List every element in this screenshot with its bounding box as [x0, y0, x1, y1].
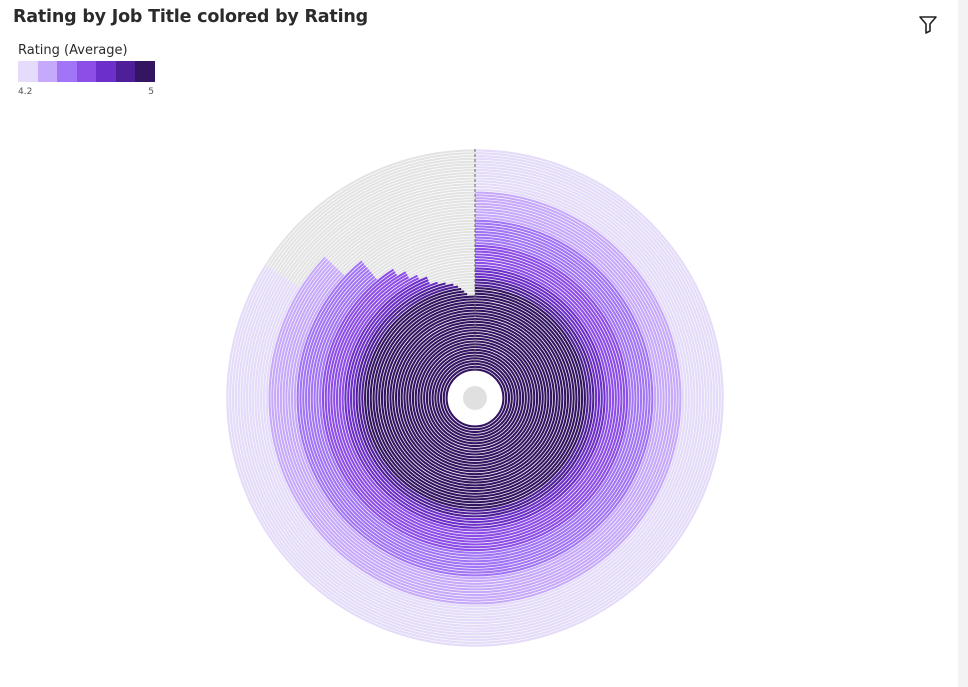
- radial-bar[interactable]: [246, 169, 704, 627]
- radial-bar[interactable]: [310, 233, 640, 563]
- center-dot: [463, 386, 487, 410]
- legend-swatches: [18, 61, 155, 82]
- legend-swatch: [76, 61, 96, 82]
- radial-bar[interactable]: [442, 365, 508, 431]
- radial-bar[interactable]: [232, 154, 718, 642]
- radial-bar[interactable]: [293, 216, 657, 580]
- radial-bar[interactable]: [271, 194, 679, 602]
- radial-bar[interactable]: [291, 213, 659, 583]
- radial-bar[interactable]: [257, 180, 693, 616]
- radial-bar[interactable]: [279, 202, 671, 594]
- radial-bar[interactable]: [355, 278, 595, 518]
- radial-bar[interactable]: [366, 289, 584, 507]
- radial-bar[interactable]: [282, 205, 668, 591]
- radial-bar[interactable]: [333, 256, 617, 540]
- radial-bar[interactable]: [423, 346, 527, 450]
- radial-bar[interactable]: [439, 362, 511, 434]
- radial-bar[interactable]: [226, 149, 724, 647]
- radial-bar[interactable]: [237, 160, 713, 636]
- legend-swatch: [115, 61, 135, 82]
- radial-bar[interactable]: [414, 337, 536, 459]
- color-legend: Rating (Average) 4.2 5: [18, 43, 155, 99]
- radial-bar[interactable]: [352, 275, 598, 521]
- legend-swatch: [57, 61, 77, 82]
- radial-bar[interactable]: [265, 188, 685, 608]
- legend-max-label: 5: [148, 87, 154, 97]
- radial-bar[interactable]: [240, 163, 710, 633]
- radial-bar[interactable]: [380, 303, 570, 493]
- radial-bar[interactable]: [383, 306, 567, 490]
- radial-bar[interactable]: [248, 171, 702, 625]
- radial-bar[interactable]: [276, 199, 674, 596]
- chart-title: Rating by Job Title colored by Rating: [13, 7, 368, 27]
- legend-min-label: 4.2: [18, 87, 33, 97]
- radial-bar[interactable]: [260, 183, 690, 613]
- radial-bar[interactable]: [445, 368, 505, 428]
- legend-ticks: 4.2 5: [18, 87, 154, 99]
- radial-bar[interactable]: [302, 225, 648, 571]
- filter-button[interactable]: [917, 14, 939, 36]
- radial-bar[interactable]: [406, 329, 544, 467]
- radial-bar[interactable]: [397, 320, 553, 476]
- radial-bar[interactable]: [417, 340, 533, 456]
- radial-bar[interactable]: [324, 247, 626, 549]
- radial-bar[interactable]: [434, 357, 516, 439]
- radial-bar[interactable]: [234, 157, 716, 639]
- radial-bar[interactable]: [296, 219, 654, 577]
- radial-bar[interactable]: [254, 177, 696, 619]
- radial-bar[interactable]: [375, 298, 575, 498]
- radial-bar[interactable]: [305, 228, 645, 568]
- radial-bar[interactable]: [349, 272, 601, 524]
- radial-bar[interactable]: [319, 242, 631, 554]
- radial-bar[interactable]: [389, 312, 561, 484]
- radial-bar[interactable]: [394, 317, 556, 479]
- radial-bar[interactable]: [420, 343, 530, 453]
- radial-bar[interactable]: [378, 301, 572, 495]
- legend-title: Rating (Average): [18, 43, 128, 58]
- radial-bar[interactable]: [403, 326, 547, 470]
- radial-bar[interactable]: [243, 166, 707, 630]
- radial-bar[interactable]: [274, 197, 676, 599]
- vertical-scrollbar[interactable]: [958, 0, 968, 687]
- radial-bar[interactable]: [262, 185, 688, 611]
- legend-swatch: [96, 61, 116, 82]
- radial-bar[interactable]: [391, 315, 559, 481]
- radial-bar[interactable]: [330, 253, 620, 543]
- radial-bar[interactable]: [229, 152, 721, 644]
- legend-swatch: [37, 61, 57, 82]
- radial-bar[interactable]: [285, 208, 665, 588]
- radial-bar[interactable]: [313, 236, 637, 560]
- radial-bar[interactable]: [372, 295, 578, 501]
- radial-bar[interactable]: [369, 292, 581, 504]
- radial-bar[interactable]: [341, 264, 609, 532]
- radial-bar[interactable]: [364, 287, 586, 509]
- radial-bar[interactable]: [411, 334, 539, 462]
- radial-bar[interactable]: [428, 351, 522, 445]
- radial-bar[interactable]: [335, 258, 615, 537]
- legend-swatch: [18, 61, 38, 82]
- radial-bar[interactable]: [347, 270, 603, 526]
- radial-bar[interactable]: [307, 230, 643, 566]
- filter-icon: [919, 16, 937, 34]
- radial-bar[interactable]: [358, 281, 592, 515]
- radial-bar[interactable]: [251, 174, 699, 622]
- radial-bar[interactable]: [431, 354, 519, 442]
- radial-bar[interactable]: [437, 360, 513, 436]
- radial-bar[interactable]: [400, 323, 550, 473]
- radial-bar[interactable]: [321, 244, 629, 552]
- radial-bar[interactable]: [316, 239, 634, 557]
- radial-bar[interactable]: [344, 267, 606, 529]
- radial-bar[interactable]: [361, 284, 589, 512]
- radial-bar[interactable]: [338, 261, 612, 535]
- radial-bar[interactable]: [288, 211, 662, 585]
- radial-bar[interactable]: [409, 332, 541, 464]
- legend-swatch: [135, 61, 155, 82]
- radial-bar[interactable]: [425, 348, 525, 448]
- radial-bar[interactable]: [327, 250, 623, 546]
- radial-bar[interactable]: [386, 309, 564, 487]
- radial-bar[interactable]: [299, 222, 651, 574]
- radial-bar[interactable]: [268, 191, 682, 605]
